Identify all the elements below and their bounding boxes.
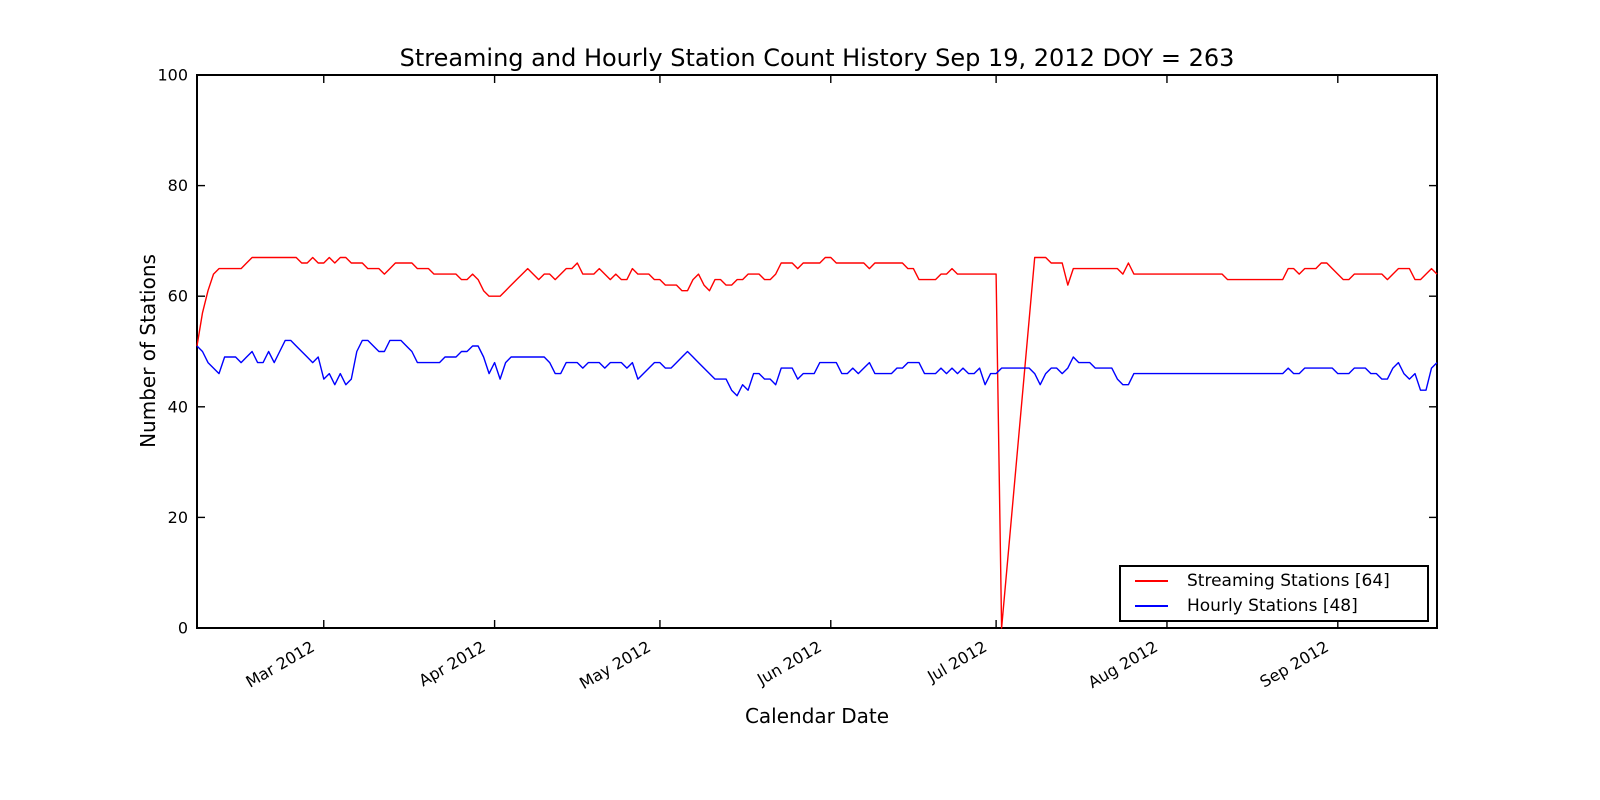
y-axis-tick-labels: 0 20 40 60 80 100 [157,66,188,638]
y-axis-label: Number of Stations [136,254,160,448]
y-tick-label: 80 [168,176,188,195]
series-hourly-stations-line [196,339,1438,397]
legend-label-streaming: Streaming Stations [64] [1187,571,1390,592]
legend-label-hourly: Hourly Stations [48] [1187,595,1358,616]
y-axis-ticks [197,74,1437,629]
x-tick-label: May 2012 [576,637,654,693]
series-streaming-stations-line [196,256,1438,629]
chart-title: Streaming and Hourly Station Count Histo… [399,44,1235,72]
legend-item-streaming: Streaming Stations [64] [1135,571,1427,591]
y-tick-label: 60 [168,287,188,306]
legend-item-hourly: Hourly Stations [48] [1135,596,1427,616]
y-tick-label: 20 [168,508,188,527]
x-tick-label: Sep 2012 [1257,637,1332,691]
legend-line-sample-blue [1135,604,1168,607]
y-tick-label: 0 [178,619,188,638]
x-tick-label: Apr 2012 [415,637,488,690]
x-tick-label: Jun 2012 [753,637,825,689]
x-tick-label: Mar 2012 [242,637,317,691]
y-tick-label: 40 [168,397,188,416]
plot-border [196,74,1438,629]
x-axis-ticks [323,75,1339,628]
x-axis-tick-labels: Mar 2012 Apr 2012 May 2012 Jun 2012 Jul 2012… [242,637,1331,693]
legend: Streaming Stations [64] Hourly Stations … [1119,565,1429,622]
x-axis-label: Calendar Date [744,704,890,728]
y-tick-label: 100 [157,66,188,85]
x-tick-label: Aug 2012 [1085,637,1161,692]
legend-line-sample-red [1135,580,1168,583]
x-tick-label: Jul 2012 [923,637,990,687]
